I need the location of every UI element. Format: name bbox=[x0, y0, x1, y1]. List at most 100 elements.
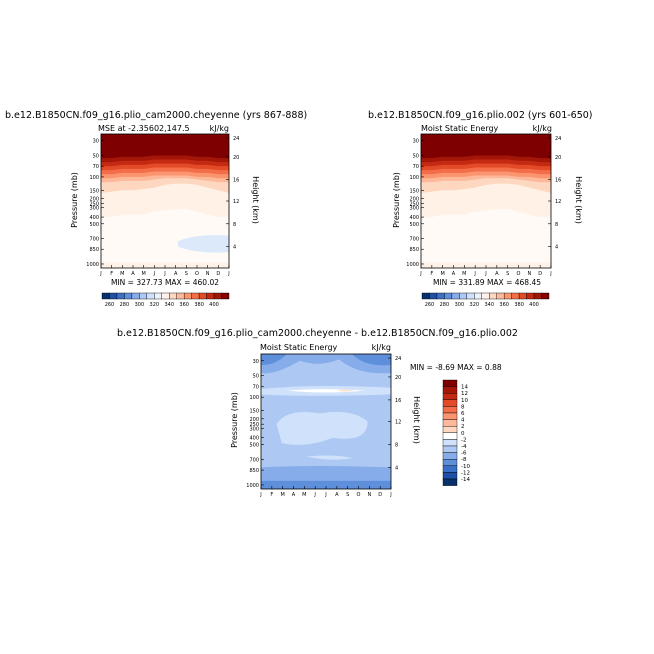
y-tick-label: 850 bbox=[89, 247, 99, 253]
panel-1-y-label-right: Height (km) bbox=[251, 176, 260, 224]
y-tick-label: 300 bbox=[409, 206, 419, 212]
colorbar-swatch bbox=[213, 292, 222, 300]
y-right-tick-label: 24 bbox=[395, 356, 401, 362]
colorbar-label: 4 bbox=[461, 418, 465, 424]
colorbar-label: 14 bbox=[461, 385, 468, 391]
y-right-tick-label: 20 bbox=[233, 155, 239, 161]
contour-band bbox=[421, 134, 551, 159]
x-tick-label: A bbox=[452, 271, 456, 277]
colorbar-label: 10 bbox=[461, 398, 468, 404]
y-tick-label: 100 bbox=[89, 175, 99, 181]
panel-2-contour-plot: J F M A M J J A S O N D J305070100150200250300400500… bbox=[406, 133, 561, 277]
x-tick-label: J bbox=[324, 492, 326, 498]
colorbar-swatch bbox=[442, 472, 458, 480]
colorbar-swatch bbox=[169, 292, 177, 300]
y-tick-label: 150 bbox=[409, 188, 419, 194]
colorbar-swatch bbox=[442, 452, 458, 460]
y-tick-label: 1000 bbox=[406, 262, 419, 268]
colorbar-swatch bbox=[109, 292, 118, 300]
x-tick-label: J bbox=[313, 492, 315, 498]
colorbar-swatch bbox=[442, 419, 458, 427]
y-tick-label: 30 bbox=[253, 359, 259, 365]
x-tick-label: M bbox=[462, 271, 466, 277]
colorbar-swatch bbox=[444, 292, 453, 300]
colorbar-label: -12 bbox=[461, 470, 470, 476]
contour-band bbox=[276, 411, 368, 445]
colorbar-swatch bbox=[511, 292, 520, 300]
contour-band bbox=[101, 134, 229, 159]
x-tick-label: A bbox=[495, 271, 499, 277]
panel-2-stats: MIN = 331.89 MAX = 468.45 bbox=[433, 278, 541, 287]
colorbar-label: 340 bbox=[164, 302, 174, 308]
y-tick-label: 700 bbox=[89, 237, 99, 243]
panel-1-subtitle-right: kJ/kg bbox=[210, 124, 229, 133]
colorbar-label: -8 bbox=[461, 457, 467, 463]
colorbar-label: 360 bbox=[179, 302, 189, 308]
y-tick-label: 100 bbox=[409, 175, 419, 181]
y-tick-label: 250 bbox=[409, 202, 419, 208]
x-tick-label: J bbox=[163, 271, 165, 277]
contour-band bbox=[306, 455, 352, 460]
colorbar-swatch bbox=[466, 292, 475, 300]
x-tick-label: J bbox=[419, 271, 421, 277]
x-tick-label: D bbox=[378, 492, 382, 498]
x-tick-label: F bbox=[430, 271, 433, 277]
colorbar-swatch bbox=[183, 292, 192, 300]
colorbar-swatch bbox=[131, 292, 140, 300]
y-tick-label: 700 bbox=[249, 457, 259, 463]
colorbar-swatch bbox=[503, 292, 512, 300]
colorbar-swatch bbox=[442, 393, 458, 401]
panel-1-colorbar: 260 280 300 320 340 360 380 400 bbox=[101, 292, 230, 308]
colorbar-swatch bbox=[496, 292, 505, 300]
x-tick-label: S bbox=[185, 271, 188, 277]
y-right-tick-label: 16 bbox=[395, 398, 401, 404]
panel-3-y-label: Pressure (mb) bbox=[230, 392, 239, 448]
colorbar-label: 300 bbox=[455, 302, 465, 308]
panel-2-subtitle-right: kJ/kg bbox=[533, 124, 552, 133]
y-right-tick-label: 4 bbox=[395, 465, 398, 471]
y-tick-label: 300 bbox=[89, 206, 99, 212]
colorbar-swatch bbox=[161, 292, 170, 300]
colorbar-swatch bbox=[442, 386, 458, 394]
y-tick-label: 850 bbox=[409, 247, 419, 253]
x-tick-label: O bbox=[357, 492, 361, 498]
y-right-tick-label: 24 bbox=[555, 136, 561, 142]
colorbar-label: 320 bbox=[470, 302, 480, 308]
colorbar-swatch bbox=[221, 292, 230, 300]
colorbar-label: 260 bbox=[425, 302, 435, 308]
y-tick-label: 500 bbox=[89, 222, 99, 228]
colorbar-swatch bbox=[451, 292, 460, 300]
x-tick-label: S bbox=[346, 492, 349, 498]
colorbar-swatch bbox=[442, 478, 458, 486]
colorbar-swatch bbox=[518, 292, 527, 300]
colorbar-swatch bbox=[481, 292, 490, 300]
colorbar-label: 2 bbox=[461, 424, 465, 430]
x-tick-label: A bbox=[335, 492, 339, 498]
x-tick-label: J bbox=[227, 271, 229, 277]
y-tick-label: 150 bbox=[249, 409, 259, 415]
colorbar-label: -4 bbox=[461, 444, 467, 450]
y-tick-label: 100 bbox=[249, 395, 259, 401]
colorbar-label: 360 bbox=[499, 302, 509, 308]
colorbar-swatch bbox=[421, 292, 430, 300]
colorbar-swatch bbox=[442, 439, 458, 447]
colorbar-swatch bbox=[442, 399, 458, 407]
panel-1-y-label: Pressure (mb) bbox=[70, 172, 79, 228]
y-tick-label: 70 bbox=[413, 164, 419, 170]
colorbar-swatch bbox=[101, 292, 110, 300]
colorbar-swatch bbox=[442, 406, 458, 414]
colorbar-label: 8 bbox=[461, 404, 465, 410]
contour-band bbox=[336, 389, 355, 392]
y-right-tick-label: 16 bbox=[233, 178, 239, 184]
colorbar-swatch bbox=[154, 292, 162, 300]
colorbar-swatch bbox=[191, 292, 200, 300]
y-tick-label: 50 bbox=[93, 153, 99, 159]
colorbar-label: -6 bbox=[461, 451, 467, 457]
x-tick-label: J bbox=[389, 492, 391, 498]
y-right-tick-label: 12 bbox=[233, 199, 239, 205]
colorbar-swatch bbox=[146, 292, 155, 300]
colorbar-label: -10 bbox=[461, 464, 470, 470]
x-tick-label: J bbox=[99, 271, 101, 277]
x-tick-label: M bbox=[302, 492, 306, 498]
colorbar-swatch bbox=[541, 292, 550, 300]
